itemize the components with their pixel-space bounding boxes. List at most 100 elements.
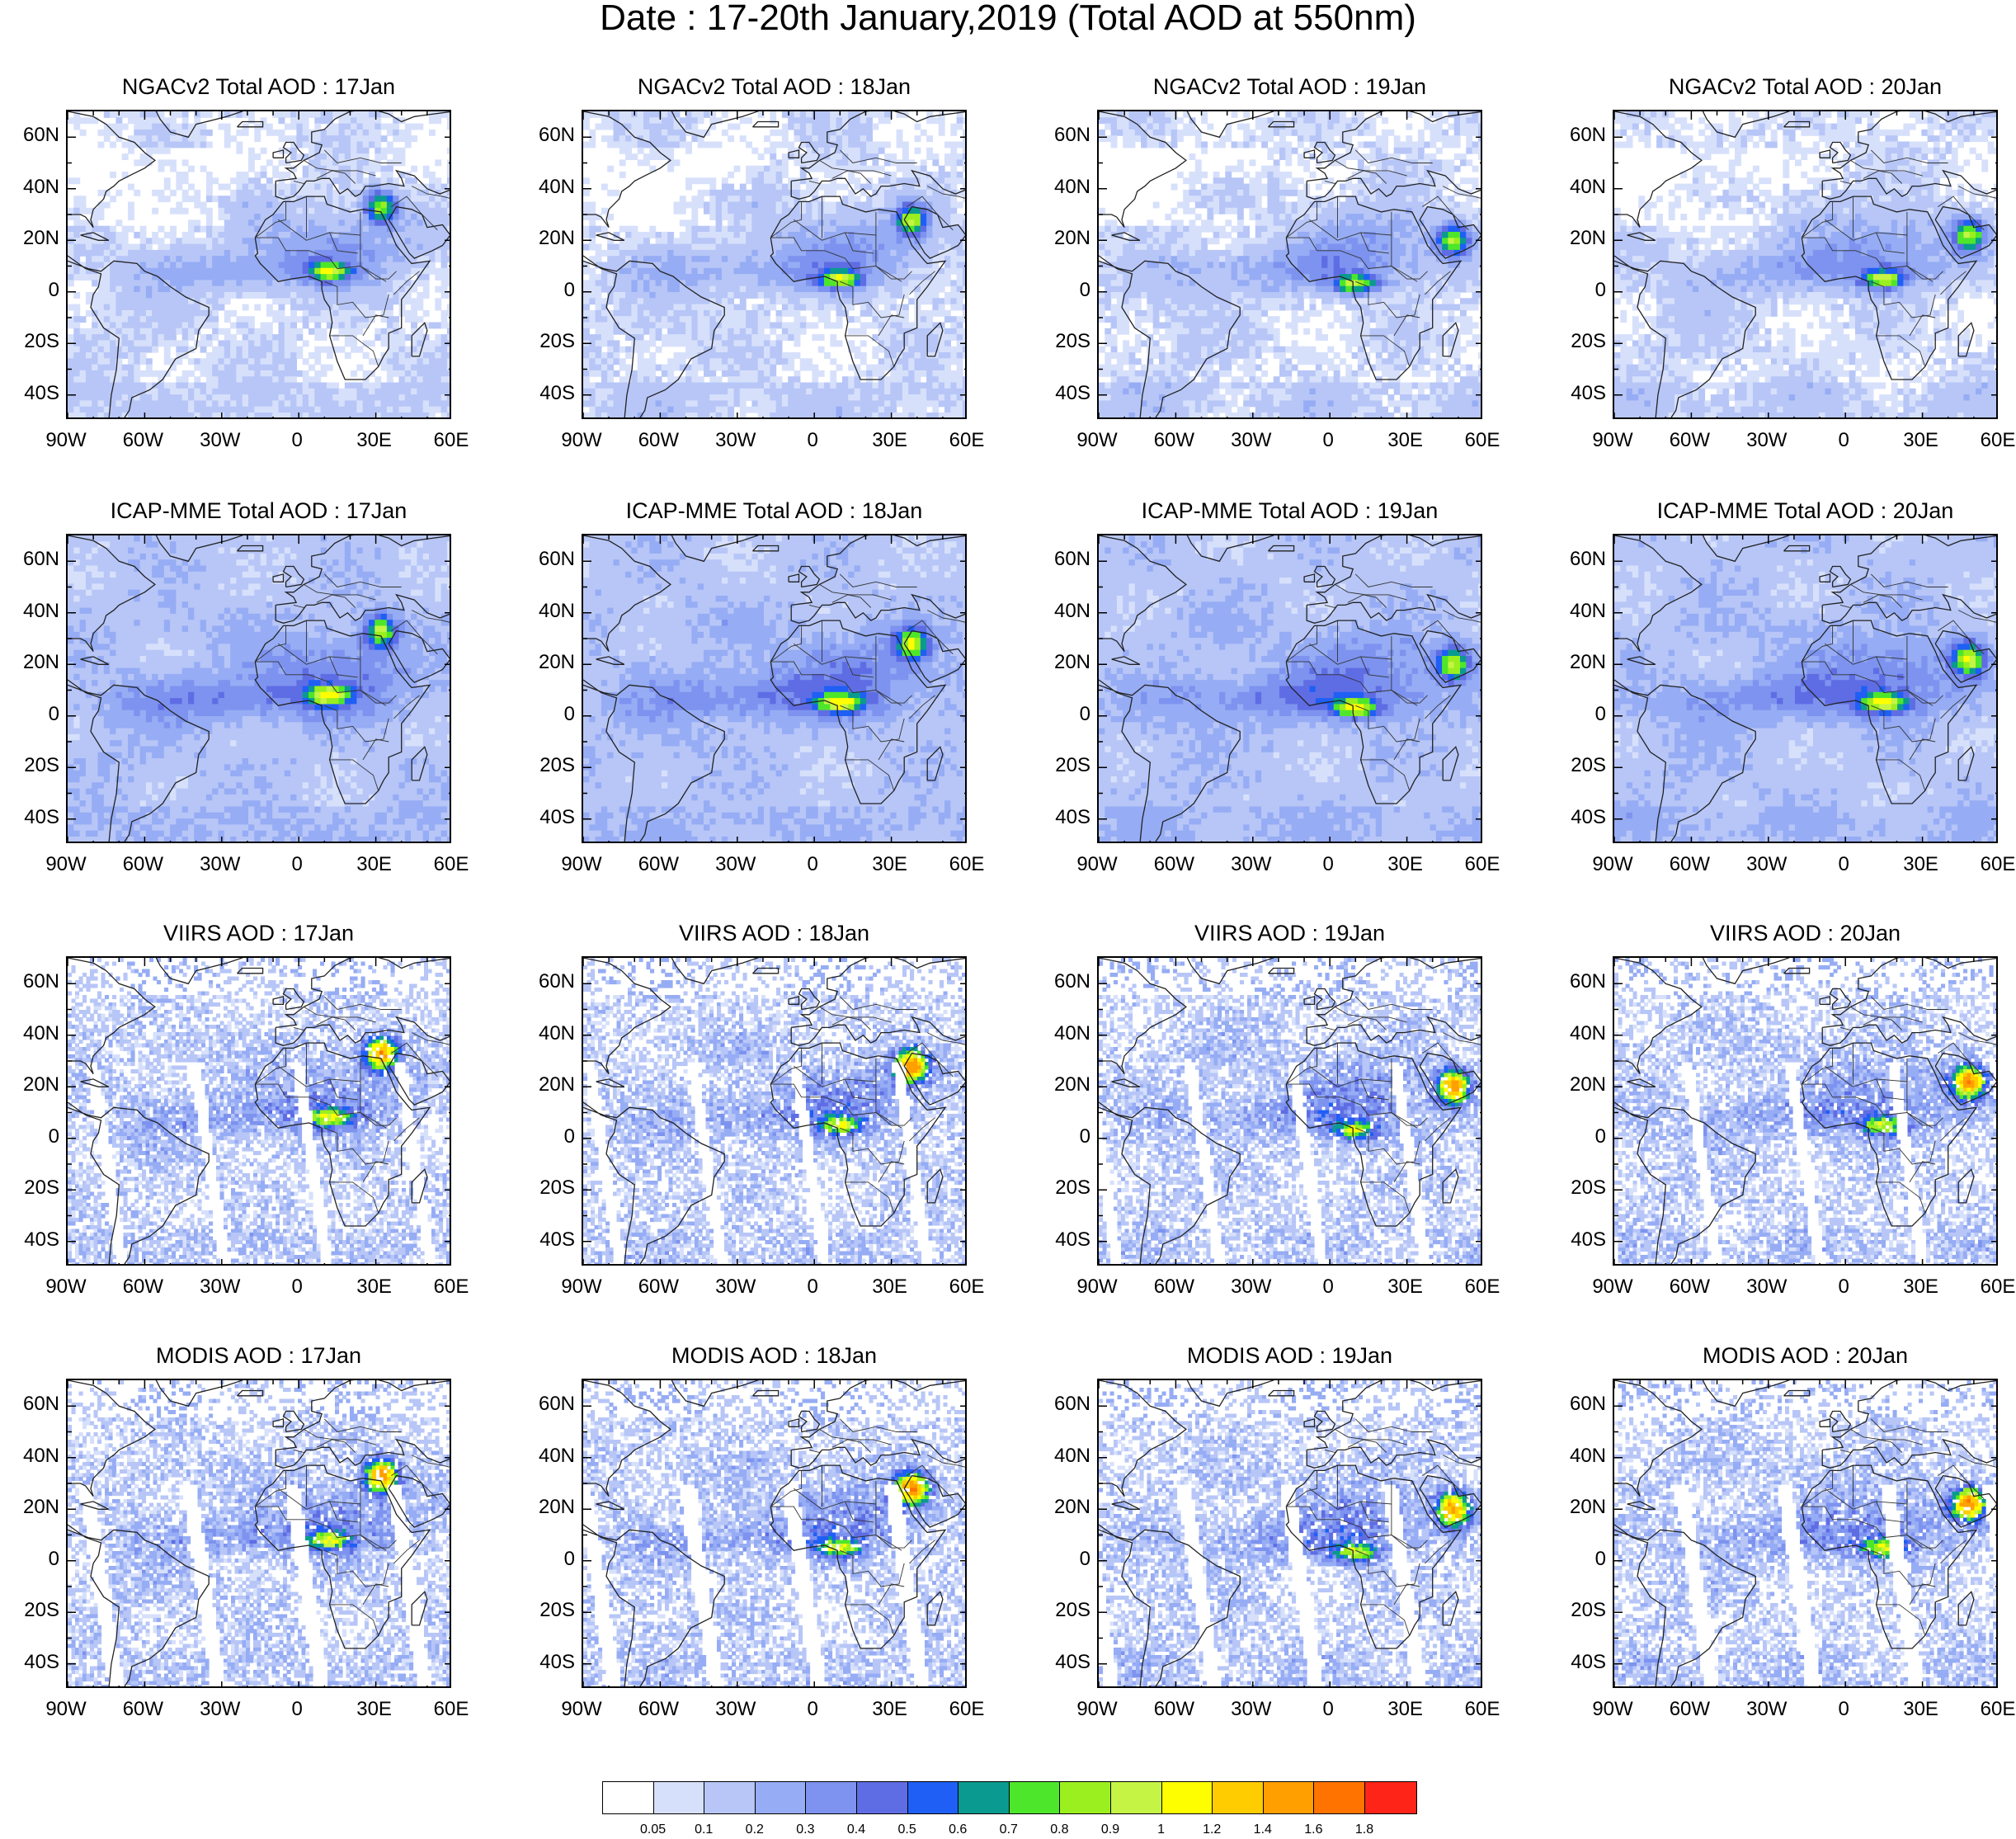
- aod-cell: [345, 250, 351, 257]
- aod-cell: [381, 292, 388, 299]
- aod-cell: [855, 316, 861, 323]
- aod-cell: [709, 268, 716, 275]
- aod-cell: [656, 153, 662, 160]
- aod-cell: [921, 347, 927, 353]
- aod-cell: [698, 177, 704, 184]
- aod-cell: [200, 226, 207, 233]
- aod-cell: [224, 214, 231, 220]
- aod-cell: [643, 316, 650, 323]
- aod-cell: [625, 298, 632, 304]
- aod-cell: [435, 352, 441, 359]
- aod-cell: [746, 280, 752, 286]
- aod-cell: [830, 323, 836, 329]
- aod-cell: [351, 304, 357, 311]
- aod-cell: [625, 142, 632, 149]
- aod-cell: [884, 111, 891, 118]
- aod-cell: [806, 383, 813, 389]
- aod-cell: [957, 117, 963, 124]
- aod-cell: [332, 400, 339, 407]
- aod-cell: [224, 365, 231, 371]
- aod-cell: [716, 196, 723, 202]
- aod-cell: [704, 177, 710, 184]
- aod-cell: [589, 226, 596, 233]
- aod-cell: [399, 334, 406, 341]
- aod-cell: [200, 244, 207, 251]
- aod-cell: [734, 262, 741, 269]
- aod-cell: [764, 172, 770, 178]
- aod-cell: [387, 166, 393, 172]
- aod-cell: [206, 334, 213, 341]
- aod-cell: [800, 177, 807, 184]
- aod-cell: [656, 256, 662, 262]
- aod-cell: [272, 352, 279, 359]
- aod-cell: [728, 347, 734, 353]
- aod-cell: [243, 418, 249, 419]
- aod-cell: [188, 280, 195, 286]
- aod-cell: [878, 226, 885, 233]
- aod-cell: [800, 208, 807, 215]
- aod-cell: [224, 340, 231, 347]
- aod-cell: [860, 130, 867, 136]
- aod-cell: [788, 244, 794, 251]
- aod-cell: [704, 304, 710, 311]
- aod-cell: [146, 130, 153, 136]
- aod-cell: [194, 376, 200, 383]
- aod-cell: [939, 376, 945, 383]
- aod-cell: [200, 383, 207, 389]
- aod-cell: [374, 130, 381, 136]
- aod-cell: [921, 370, 927, 377]
- aod-cell: [963, 292, 967, 299]
- aod-cell: [950, 196, 957, 202]
- aod-cell: [381, 262, 388, 269]
- aod-cell: [314, 376, 321, 383]
- aod-cell: [351, 184, 357, 191]
- aod-cell: [709, 177, 716, 184]
- aod-cell: [782, 159, 789, 166]
- aod-cell: [200, 135, 207, 142]
- aod-cell: [327, 159, 333, 166]
- aod-cell: [285, 184, 291, 191]
- aod-cell: [309, 172, 315, 178]
- aod-cell: [944, 298, 951, 304]
- aod-cell: [860, 292, 867, 299]
- aod-cell: [764, 323, 770, 329]
- aod-cell: [104, 256, 111, 262]
- aod-cell: [824, 323, 831, 329]
- aod-cell: [393, 190, 399, 196]
- aod-cell: [86, 226, 92, 233]
- aod-cell: [897, 135, 903, 142]
- aod-cell: [279, 316, 285, 323]
- aod-cell: [698, 328, 704, 335]
- aod-cell: [932, 202, 939, 209]
- aod-cell: [236, 286, 243, 293]
- aod-cell: [236, 407, 243, 413]
- aod-cell: [915, 190, 921, 196]
- aod-cell: [200, 166, 207, 172]
- aod-cell: [122, 250, 129, 257]
- aod-cell: [746, 256, 752, 262]
- aod-cell: [86, 238, 92, 244]
- aod-cell: [405, 130, 412, 136]
- aod-cell: [363, 286, 370, 293]
- aod-cell: [776, 196, 783, 202]
- aod-cell: [86, 334, 92, 341]
- aod-cell: [405, 177, 412, 184]
- aod-cell: [782, 202, 789, 209]
- aod-cell: [902, 238, 909, 244]
- aod-cell: [158, 310, 165, 317]
- aod-cell: [770, 111, 776, 118]
- aod-cell: [921, 383, 927, 389]
- aod-cell: [73, 413, 80, 419]
- aod-cell: [176, 244, 182, 251]
- aod-cell: [872, 214, 878, 220]
- aod-cell: [182, 190, 189, 196]
- aod-cell: [890, 280, 897, 286]
- aod-cell: [351, 130, 357, 136]
- aod-cell: [405, 214, 412, 220]
- aod-cell: [782, 124, 789, 130]
- aod-cell: [897, 256, 903, 262]
- aod-cell: [417, 232, 423, 238]
- aod-cell: [321, 117, 327, 124]
- aod-cell: [158, 244, 165, 251]
- aod-cell: [73, 358, 80, 365]
